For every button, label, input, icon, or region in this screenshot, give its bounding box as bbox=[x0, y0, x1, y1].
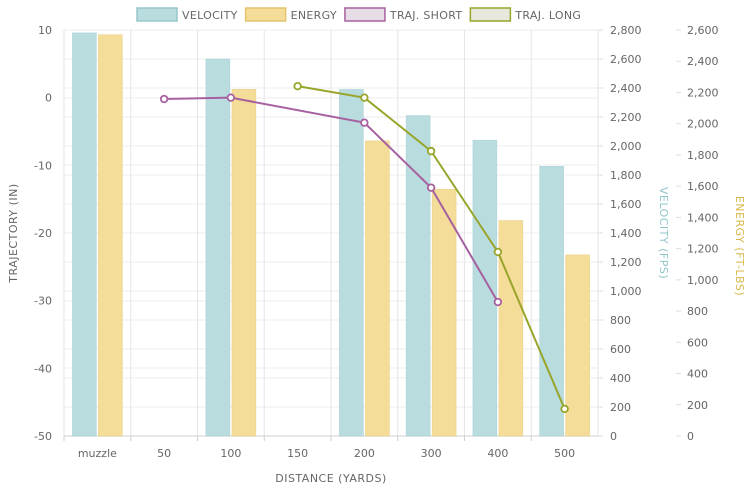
energy-tick-label: 200 bbox=[687, 399, 708, 412]
trajectory-tick-label: -40 bbox=[34, 362, 52, 375]
x-tick-label-150: 150 bbox=[287, 447, 308, 460]
bar-velocity-100 bbox=[205, 58, 231, 437]
point-traj-short-100 bbox=[226, 93, 236, 102]
point-traj-long-500 bbox=[560, 404, 569, 414]
energy-tick-label: 1,200 bbox=[687, 243, 719, 256]
velocity-tick-label: 2,000 bbox=[610, 140, 642, 153]
energy-tick-label: 1,400 bbox=[687, 211, 719, 224]
legend-swatch-traj-short bbox=[344, 7, 386, 22]
x-tick-label-200: 200 bbox=[354, 447, 375, 460]
point-traj-short-400 bbox=[493, 297, 503, 307]
trajectory-tick-label: 0 bbox=[45, 92, 52, 105]
bar-energy-300 bbox=[431, 188, 457, 437]
energy-tick-label: 800 bbox=[687, 305, 708, 318]
line-series bbox=[159, 81, 569, 414]
velocity-tick-label: 1,600 bbox=[610, 198, 642, 211]
bar-velocity-muzzle bbox=[72, 32, 97, 437]
velocity-tick-label: 200 bbox=[610, 401, 631, 414]
energy-tick-label: 2,600 bbox=[687, 24, 719, 37]
energy-tick-label: 2,200 bbox=[687, 86, 719, 99]
trajectory-tick-label: -50 bbox=[34, 430, 52, 443]
bar-velocity-300 bbox=[405, 115, 431, 437]
velocity-tick-label: 0 bbox=[610, 430, 617, 443]
point-traj-short-300 bbox=[426, 183, 436, 192]
velocity-tick-label: 2,800 bbox=[610, 24, 642, 37]
energy-tick-label: 2,000 bbox=[687, 118, 719, 131]
velocity-tick-label: 1,400 bbox=[610, 227, 642, 240]
left-axis-label: TRAJECTORY (IN) bbox=[7, 183, 20, 283]
point-traj-long-400 bbox=[493, 247, 503, 257]
legend-swatch-velocity bbox=[136, 7, 178, 22]
velocity-tick-label: 2,600 bbox=[610, 53, 642, 66]
point-traj-long-150 bbox=[293, 81, 302, 91]
energy-tick-label: 2,400 bbox=[687, 55, 719, 68]
trajectory-tick-label: -30 bbox=[34, 295, 52, 308]
trajectory-tick-label: -20 bbox=[34, 227, 52, 240]
velocity-tick-label: 1,800 bbox=[610, 169, 642, 182]
energy-tick-label: 1,000 bbox=[687, 274, 719, 287]
energy-tick-label: 1,800 bbox=[687, 149, 719, 162]
bar-series bbox=[72, 32, 590, 437]
legend-label-energy: ENERGY bbox=[291, 9, 337, 22]
velocity-tick-label: 800 bbox=[610, 314, 631, 327]
legend: VELOCITY ENERGY TRAJ. SHORT TRAJ. LONG bbox=[136, 7, 581, 22]
energy-tick-label: 1,600 bbox=[687, 180, 719, 193]
velocity-tick-label: 2,200 bbox=[610, 111, 642, 124]
velocity-tick-label: 600 bbox=[610, 343, 631, 356]
point-traj-long-300 bbox=[426, 146, 436, 156]
bar-energy-200 bbox=[365, 140, 390, 437]
x-tick-label-100: 100 bbox=[220, 447, 241, 460]
x-tick-label-300: 300 bbox=[421, 447, 442, 460]
velocity-tick-label: 1,000 bbox=[610, 285, 642, 298]
velocity-axis-label: VELOCITY (FPS) bbox=[657, 187, 670, 279]
energy-tick-label: 400 bbox=[687, 368, 708, 381]
axes: 100-10-20-30-40-502,8002,6002,4002,2002,… bbox=[34, 24, 718, 460]
bar-energy-100 bbox=[231, 89, 257, 437]
legend-label-traj-long: TRAJ. LONG bbox=[514, 9, 581, 22]
energy-axis-label: ENERGY (FT-LBS) bbox=[733, 196, 746, 296]
velocity-tick-label: 1,200 bbox=[610, 256, 642, 269]
velocity-tick-label: 400 bbox=[610, 372, 631, 385]
x-tick-label-500: 500 bbox=[554, 447, 575, 460]
legend-swatch-energy bbox=[244, 7, 287, 22]
x-tick-label-50: 50 bbox=[157, 447, 171, 460]
point-traj-short-200 bbox=[360, 118, 369, 127]
trajectory-tick-label: -10 bbox=[34, 159, 52, 172]
x-tick-label-400: 400 bbox=[487, 447, 508, 460]
bar-velocity-500 bbox=[539, 166, 564, 437]
line-traj-long bbox=[297, 85, 566, 410]
legend-swatch-traj-long bbox=[469, 7, 512, 22]
trajectory-tick-label: 10 bbox=[38, 24, 52, 37]
bar-energy-500 bbox=[565, 254, 590, 437]
bar-energy-muzzle bbox=[98, 34, 123, 437]
bar-velocity-400 bbox=[472, 139, 498, 437]
legend-label-velocity: VELOCITY bbox=[182, 9, 238, 22]
bar-energy-400 bbox=[498, 220, 524, 437]
x-tick-label-muzzle: muzzle bbox=[78, 447, 117, 460]
bar-velocity-200 bbox=[339, 89, 364, 437]
legend-label-traj-short: TRAJ. SHORT bbox=[389, 9, 462, 22]
x-axis-label: DISTANCE (YARDS) bbox=[275, 472, 387, 485]
velocity-tick-label: 2,400 bbox=[610, 82, 642, 95]
energy-tick-label: 600 bbox=[687, 336, 708, 349]
point-traj-short-50 bbox=[159, 94, 169, 104]
energy-tick-label: 0 bbox=[687, 430, 694, 443]
point-traj-long-200 bbox=[360, 93, 369, 102]
